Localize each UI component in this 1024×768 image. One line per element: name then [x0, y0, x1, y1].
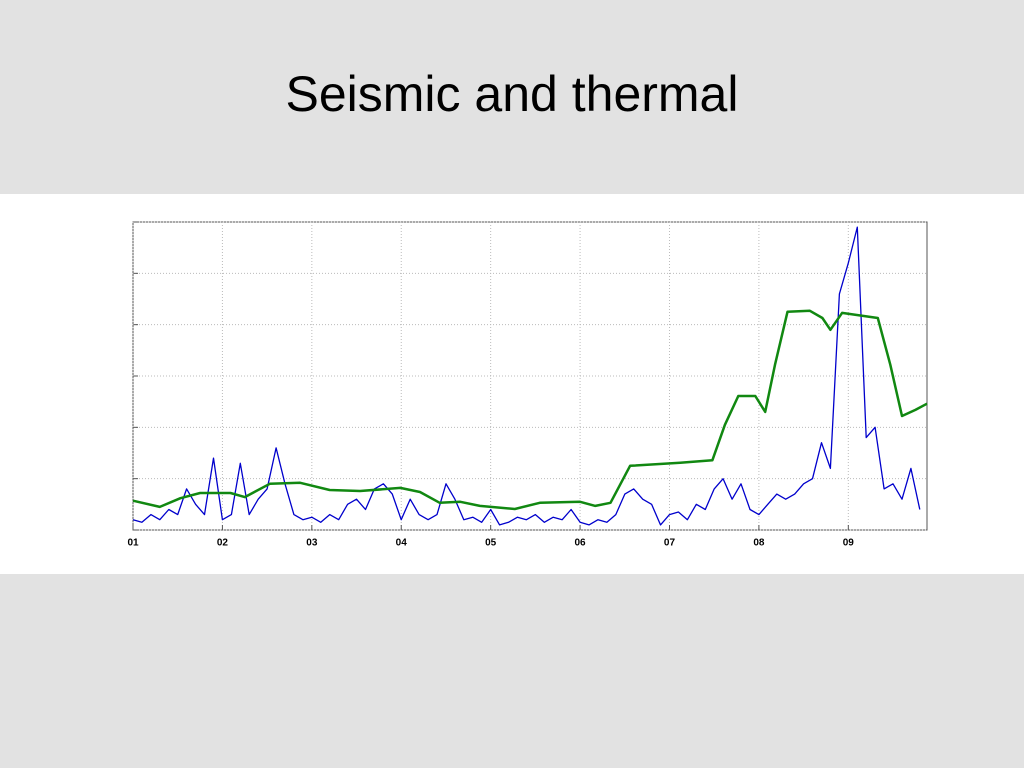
- data-line: [132, 309, 928, 511]
- x-tick-label: 07: [664, 538, 676, 549]
- x-tick-label: 03: [306, 538, 318, 549]
- header-band: [0, 0, 1024, 194]
- x-tick-label: 01: [127, 538, 139, 549]
- slide-title: Seismic and thermal: [286, 66, 739, 122]
- x-tick-label: 06: [575, 538, 587, 549]
- data-line: [132, 226, 921, 526]
- x-tick-label: 09: [843, 538, 855, 549]
- x-tick-label: 08: [753, 538, 765, 549]
- x-tick-label: 04: [396, 538, 408, 549]
- x-tick-label: 02: [217, 538, 229, 549]
- x-tick-label: 05: [485, 538, 497, 549]
- footer-band: [0, 574, 1024, 768]
